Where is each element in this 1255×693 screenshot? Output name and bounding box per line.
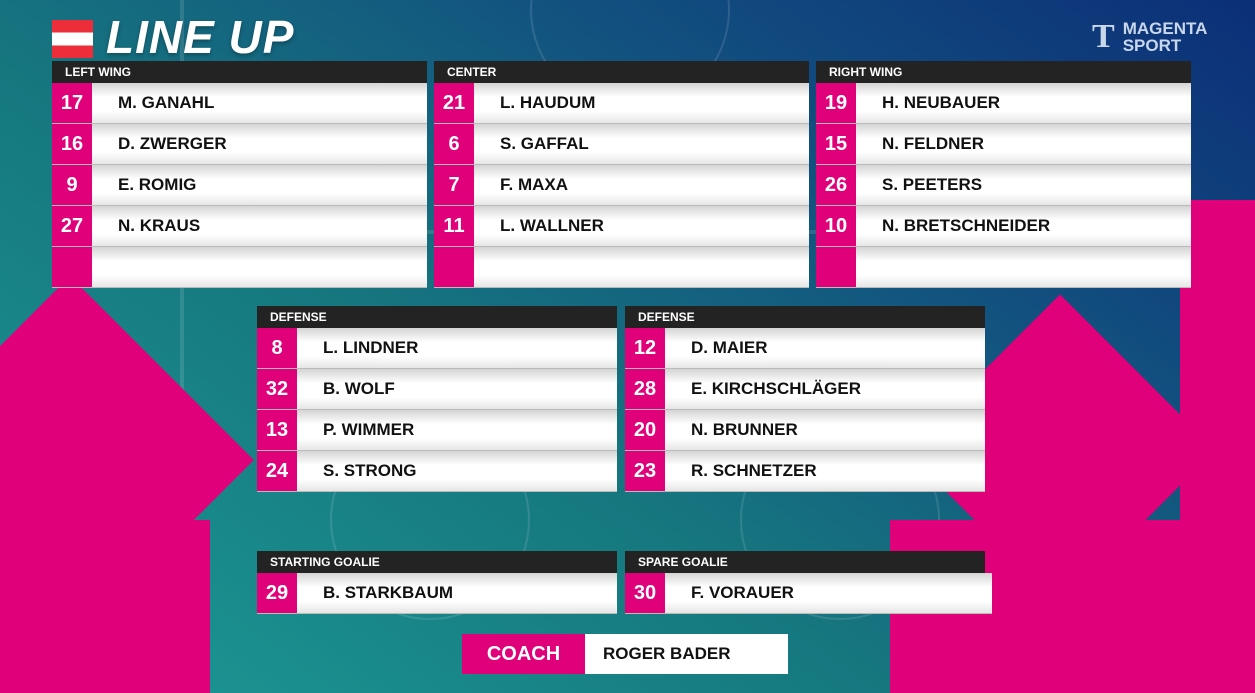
player-number: 8 <box>257 328 297 368</box>
player-name: S. GAFFAL <box>474 124 809 164</box>
player-name: B. WOLF <box>297 369 617 409</box>
player-row: 12 D. MAIER <box>625 328 985 369</box>
player-number: 16 <box>52 124 92 164</box>
player-row: 19 H. NEUBAUER <box>816 83 1191 124</box>
player-name: L. LINDNER <box>297 328 617 368</box>
panel-starting-goalie: STARTING GOALIE 29 B. STARKBAUM <box>257 551 617 614</box>
player-row <box>434 247 809 288</box>
player-name <box>474 247 809 287</box>
player-row: 6 S. GAFFAL <box>434 124 809 165</box>
player-name: L. WALLNER <box>474 206 809 246</box>
panel-title: DEFENSE <box>625 306 985 328</box>
player-number: 19 <box>816 83 856 123</box>
panel-title: CENTER <box>434 61 809 83</box>
panel-title: SPARE GOALIE <box>625 551 985 573</box>
player-name: D. MAIER <box>665 328 985 368</box>
player-name: B. STARKBAUM <box>297 573 617 613</box>
player-number: 11 <box>434 206 474 246</box>
logo-line-1: MAGENTA <box>1122 19 1208 38</box>
panel-defense-2: DEFENSE 12 D. MAIER 28 E. KIRCHSCHLÄGER 20 N. … <box>625 306 985 492</box>
player-row: 13 P. WIMMER <box>257 410 617 451</box>
player-name: N. KRAUS <box>92 206 427 246</box>
player-row: 20 N. BRUNNER <box>625 410 985 451</box>
panel-title: LEFT WING <box>52 61 427 83</box>
player-row: 15 N. FELDNER <box>816 124 1191 165</box>
magenta-sport-logo: T MAGENTA SPORT <box>1092 18 1208 55</box>
player-number: 9 <box>52 165 92 205</box>
player-number: 26 <box>816 165 856 205</box>
panel-title: DEFENSE <box>257 306 617 328</box>
player-name: N. BRUNNER <box>665 410 985 450</box>
panel-title: RIGHT WING <box>816 61 1191 83</box>
player-row: 26 S. PEETERS <box>816 165 1191 206</box>
player-number: 21 <box>434 83 474 123</box>
coach-label: COACH <box>462 634 585 674</box>
player-name: S. STRONG <box>297 451 617 491</box>
player-name: E. KIRCHSCHLÄGER <box>665 369 985 409</box>
player-number: 30 <box>625 573 665 613</box>
player-name: L. HAUDUM <box>474 83 809 123</box>
player-number <box>816 247 856 287</box>
player-row: 29 B. STARKBAUM <box>257 573 617 614</box>
player-number: 12 <box>625 328 665 368</box>
player-name: R. SCHNETZER <box>665 451 985 491</box>
player-row: 10 N. BRETSCHNEIDER <box>816 206 1191 247</box>
player-row <box>816 247 1191 288</box>
player-number: 28 <box>625 369 665 409</box>
player-name: F. MAXA <box>474 165 809 205</box>
player-name: D. ZWERGER <box>92 124 427 164</box>
player-number: 7 <box>434 165 474 205</box>
panel-spare-goalie: SPARE GOALIE 30 F. VORAUER <box>625 551 992 614</box>
player-number: 17 <box>52 83 92 123</box>
player-name <box>92 247 427 287</box>
player-number: 23 <box>625 451 665 491</box>
player-row: 32 B. WOLF <box>257 369 617 410</box>
player-name: S. PEETERS <box>856 165 1191 205</box>
player-row: 8 L. LINDNER <box>257 328 617 369</box>
logo-line-2: SPORT <box>1122 36 1182 55</box>
player-number: 15 <box>816 124 856 164</box>
page-title: LINE UP <box>106 11 295 63</box>
player-number: 29 <box>257 573 297 613</box>
player-row: 28 E. KIRCHSCHLÄGER <box>625 369 985 410</box>
coach-name: ROGER BADER <box>585 634 788 674</box>
player-number: 10 <box>816 206 856 246</box>
player-name: F. VORAUER <box>665 573 992 613</box>
player-name: H. NEUBAUER <box>856 83 1191 123</box>
panel-title: STARTING GOALIE <box>257 551 617 573</box>
player-number: 6 <box>434 124 474 164</box>
player-name: P. WIMMER <box>297 410 617 450</box>
austria-flag-icon <box>52 20 93 58</box>
player-row: 21 L. HAUDUM <box>434 83 809 124</box>
player-row: 7 F. MAXA <box>434 165 809 206</box>
player-name: M. GANAHL <box>92 83 427 123</box>
player-number: 20 <box>625 410 665 450</box>
player-number <box>434 247 474 287</box>
decor-shape <box>0 520 210 693</box>
telekom-t-icon: T <box>1092 18 1115 55</box>
player-row: 11 L. WALLNER <box>434 206 809 247</box>
player-number: 13 <box>257 410 297 450</box>
player-row: 30 F. VORAUER <box>625 573 992 614</box>
player-row <box>52 247 427 288</box>
player-number <box>52 247 92 287</box>
panel-left-wing: LEFT WING 17 M. GANAHL 16 D. ZWERGER 9 E. ROMI… <box>52 61 427 288</box>
player-name <box>856 247 1191 287</box>
player-row: 16 D. ZWERGER <box>52 124 427 165</box>
panel-defense-1: DEFENSE 8 L. LINDNER 32 B. WOLF 13 P. WIMMER 24… <box>257 306 617 492</box>
player-row: 24 S. STRONG <box>257 451 617 492</box>
player-number: 24 <box>257 451 297 491</box>
player-number: 27 <box>52 206 92 246</box>
player-row: 17 M. GANAHL <box>52 83 427 124</box>
player-row: 23 R. SCHNETZER <box>625 451 985 492</box>
player-row: 9 E. ROMIG <box>52 165 427 206</box>
player-row: 27 N. KRAUS <box>52 206 427 247</box>
player-name: N. BRETSCHNEIDER <box>856 206 1191 246</box>
panel-center: CENTER 21 L. HAUDUM 6 S. GAFFAL 7 F. MAXA 11 L. … <box>434 61 809 288</box>
player-number: 32 <box>257 369 297 409</box>
coach-box: COACH ROGER BADER <box>462 634 788 674</box>
panel-right-wing: RIGHT WING 19 H. NEUBAUER 15 N. FELDNER 26 S. … <box>816 61 1191 288</box>
player-name: N. FELDNER <box>856 124 1191 164</box>
player-name: E. ROMIG <box>92 165 427 205</box>
